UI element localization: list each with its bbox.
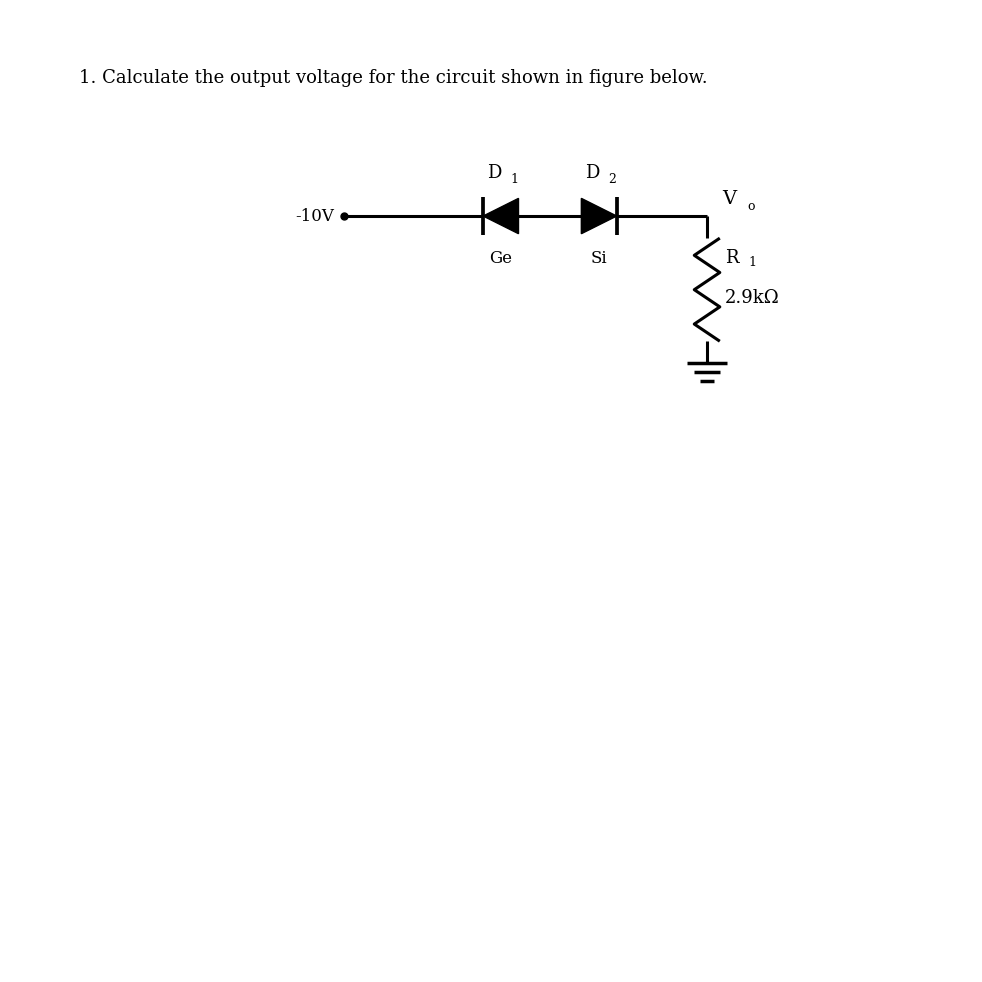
Text: 2: 2 bbox=[609, 173, 617, 186]
Polygon shape bbox=[581, 198, 617, 234]
Text: o: o bbox=[747, 200, 755, 213]
Text: V: V bbox=[722, 191, 736, 208]
Polygon shape bbox=[483, 198, 518, 234]
Text: D: D bbox=[585, 164, 600, 182]
Text: -10V: -10V bbox=[295, 207, 334, 225]
Text: Ge: Ge bbox=[489, 250, 513, 267]
Text: 1: 1 bbox=[748, 255, 756, 269]
Text: 1. Calculate the output voltage for the circuit shown in figure below.: 1. Calculate the output voltage for the … bbox=[79, 69, 707, 86]
Text: Si: Si bbox=[591, 250, 607, 267]
Text: 1: 1 bbox=[511, 173, 518, 186]
Text: 2.9kΩ: 2.9kΩ bbox=[725, 289, 780, 306]
Text: D: D bbox=[487, 164, 502, 182]
Text: R: R bbox=[725, 249, 738, 267]
